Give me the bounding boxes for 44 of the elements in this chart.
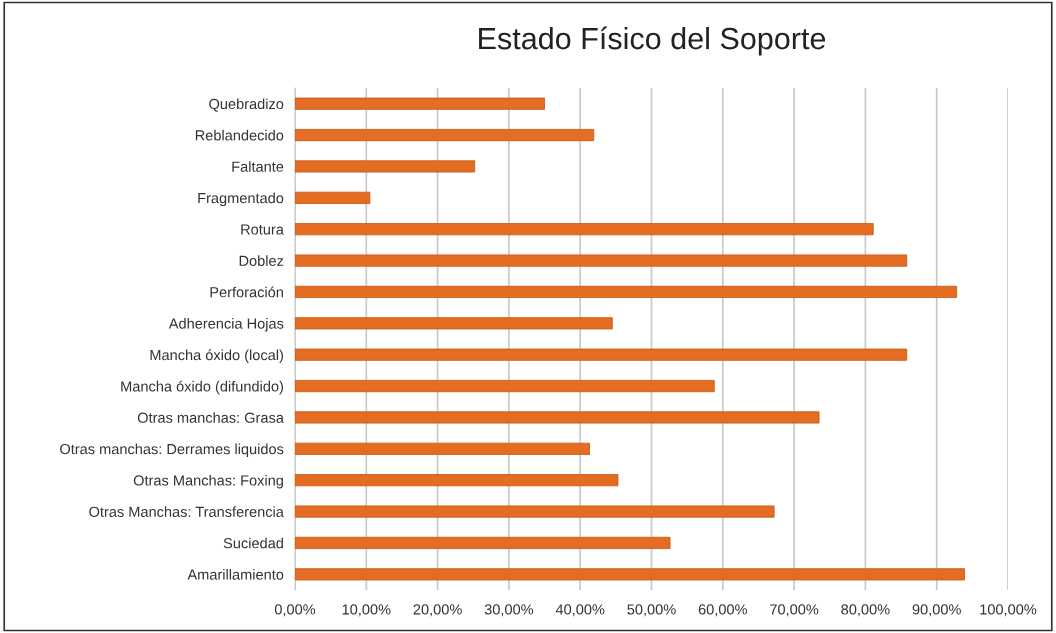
bar xyxy=(295,160,476,173)
bar xyxy=(295,411,820,424)
bar xyxy=(295,536,671,549)
bar xyxy=(295,474,619,487)
x-tick-label: 90,00% xyxy=(912,604,961,617)
y-tick-label: Faltante xyxy=(232,161,284,172)
bar xyxy=(295,348,908,361)
x-tick-label: 100,00% xyxy=(980,604,1037,617)
bar xyxy=(295,317,613,330)
y-tick-label: Perforación xyxy=(210,286,283,298)
y-tick-label: Quebradizo xyxy=(209,98,284,112)
bar xyxy=(295,379,715,393)
bar xyxy=(295,285,958,298)
y-tick-label: Otras Manchas: Transferencia xyxy=(89,506,284,517)
y-tick-label: Doblez xyxy=(239,255,284,266)
bar xyxy=(295,442,590,455)
y-tick-label: Mancha óxido (difundido) xyxy=(121,380,283,395)
x-tick-label: 0,00% xyxy=(274,604,316,617)
y-tick-label: Amarillamiento xyxy=(187,569,284,580)
x-tick-label: 60,00% xyxy=(698,604,748,617)
bar xyxy=(295,568,965,581)
bar xyxy=(295,505,775,518)
y-tick-label: Adherencia Hojas xyxy=(168,318,284,332)
y-tick-label: Otras manchas: Grasa xyxy=(137,412,284,423)
bar xyxy=(295,97,545,110)
bar xyxy=(295,128,595,142)
y-tick-label: Otras Manchas: Foxing xyxy=(133,474,283,489)
y-tick-label: Suciedad xyxy=(223,537,283,549)
x-tick-label: 40,00% xyxy=(555,604,605,617)
bar xyxy=(295,191,371,204)
x-tick-label: 50,00% xyxy=(627,604,676,617)
y-tick-label: Rotura xyxy=(241,224,284,235)
y-tick-label: Otras manchas: Derrames liquidos xyxy=(60,443,284,458)
bar xyxy=(295,223,874,236)
x-tick-label: 80,00% xyxy=(841,604,890,617)
x-tick-label: 20,00% xyxy=(413,604,462,617)
x-tick-label: 70,00% xyxy=(770,604,819,617)
x-tick-label: 10,00% xyxy=(342,604,391,617)
y-tick-label: Mancha óxido (local) xyxy=(150,349,283,364)
chart-title: Estado Físico del Soporte xyxy=(479,26,826,56)
y-tick-label: Fragmentado xyxy=(198,192,284,207)
bar xyxy=(295,254,908,267)
x-tick-label: 30,00% xyxy=(484,604,534,617)
y-tick-label: Reblandecido xyxy=(195,129,284,141)
